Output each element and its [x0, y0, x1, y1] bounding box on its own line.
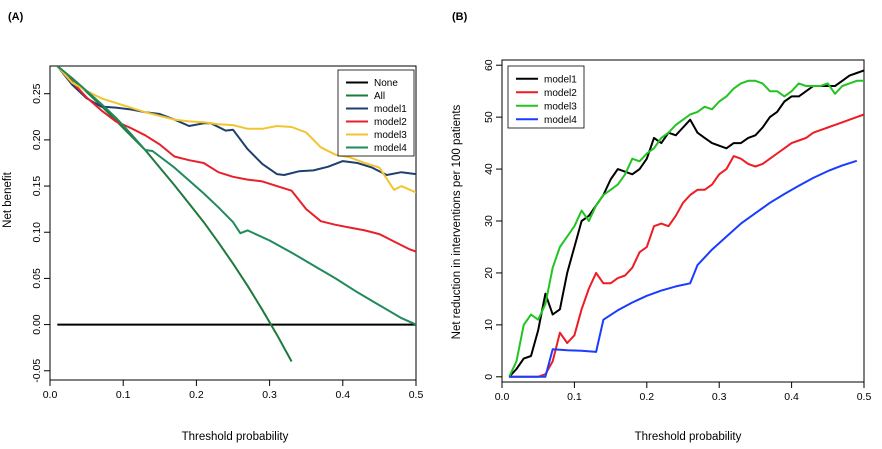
panel-b-y-tick-label: 10: [483, 319, 495, 331]
panel-a-series-model2-line: [56, 66, 416, 253]
panel-b-y-tick-label: 50: [483, 111, 495, 123]
panel-a-x-tick-label: 0.4: [335, 389, 350, 401]
panel-b-legend: model1 model2 model3 model4: [507, 65, 585, 129]
panel-a-y-tick-label: 0.00: [31, 314, 43, 335]
panel-b-x-tick-label: 0.1: [567, 391, 582, 403]
panel-a-series-model4-line: [56, 66, 416, 326]
panel-a-y-axis-label: Net benefit: [2, 171, 14, 227]
panel-b-x-tick-label: 0.2: [639, 391, 654, 403]
panel-a-x-axis-label: Threshold probability: [182, 431, 289, 443]
panel-a-series-model3-line: [56, 66, 416, 194]
panel-b-y-axis-label: Net reduction in interventions per 100 p…: [451, 104, 463, 339]
panel-b-x-tick-label: 0.0: [495, 391, 510, 403]
panel-b-y-tick-label: 40: [483, 163, 495, 175]
panel-b-legend-label-model2: model2: [544, 88, 577, 99]
panel-b-chart: 0.0 0.1 0.2 0.3 0.4 0.50102030405060model1mod…: [483, 59, 871, 403]
panel-b-series-model1-line: [508, 69, 864, 378]
panel-a-legend-label-none: None: [374, 78, 398, 89]
panel-b-x-tick-label: 0.4: [784, 391, 799, 403]
panel-a-y-tick-label: 0.25: [31, 83, 43, 104]
panel-a-y-tick-label: 0.15: [31, 176, 43, 197]
panel-a-series-model1-line: [56, 66, 416, 176]
panel-a-legend-label-model2: model2: [374, 117, 407, 128]
panel-a-x-tick-label: 0.5: [409, 389, 424, 401]
panel-b-legend-label-model1: model1: [544, 74, 577, 85]
panel-a-x-tick-label: 0.1: [116, 389, 131, 401]
panel-a-label: (A): [8, 11, 24, 23]
panel-b-x-axis-label: Threshold probability: [635, 431, 742, 443]
panel-a-x-tick-label: 0.3: [262, 389, 277, 401]
panel-b-series-model2-line: [509, 113, 864, 378]
panel-b-label: (B): [452, 11, 468, 23]
panel-a-y-tick-label: 0.20: [31, 130, 43, 151]
panel-a-chart: 0.0 0.1 0.2 0.3 0.4 0.5 -0.05 0.00 0.05 0.10 0.15 0…: [31, 65, 424, 401]
panel-b-y-tick-label: 20: [483, 267, 495, 279]
panel-a-y-tick-label: 0.10: [31, 222, 43, 243]
panel-b-y-tick-label: 0: [483, 374, 495, 380]
panel-a-x-tick-label: 0.2: [189, 389, 204, 401]
panel-a-x-tick-label: 0.0: [43, 389, 58, 401]
panel-a-series-all-line: [56, 66, 293, 362]
panel-a-y-tick-label: 0.05: [31, 268, 43, 289]
panel-b-y-tick-label: 60: [483, 59, 495, 71]
panel-b-series-model3-line: [508, 79, 864, 378]
panel-b-legend-label-model3: model3: [544, 101, 577, 112]
panel-b-x-tick-label: 0.3: [712, 391, 727, 403]
panel-b-x-tick-label: 0.5: [857, 391, 872, 403]
panel-a-legend: None All model1 model2 model3 model4: [337, 69, 415, 157]
panel-a-legend-label-all: All: [374, 91, 385, 102]
panel-a-legend-label-model4: model4: [374, 143, 407, 154]
panel-a-legend-label-model1: model1: [374, 104, 407, 115]
panel-a-plot-frame: [49, 65, 417, 381]
panel-b-legend-label-model4: model4: [544, 115, 577, 126]
panel-a-y-tick-label: -0.05: [31, 359, 43, 383]
panel-a-legend-label-model3: model3: [374, 130, 407, 141]
panel-b-y-tick-label: 30: [483, 215, 495, 227]
panel-b-series-model4-line: [509, 159, 858, 378]
